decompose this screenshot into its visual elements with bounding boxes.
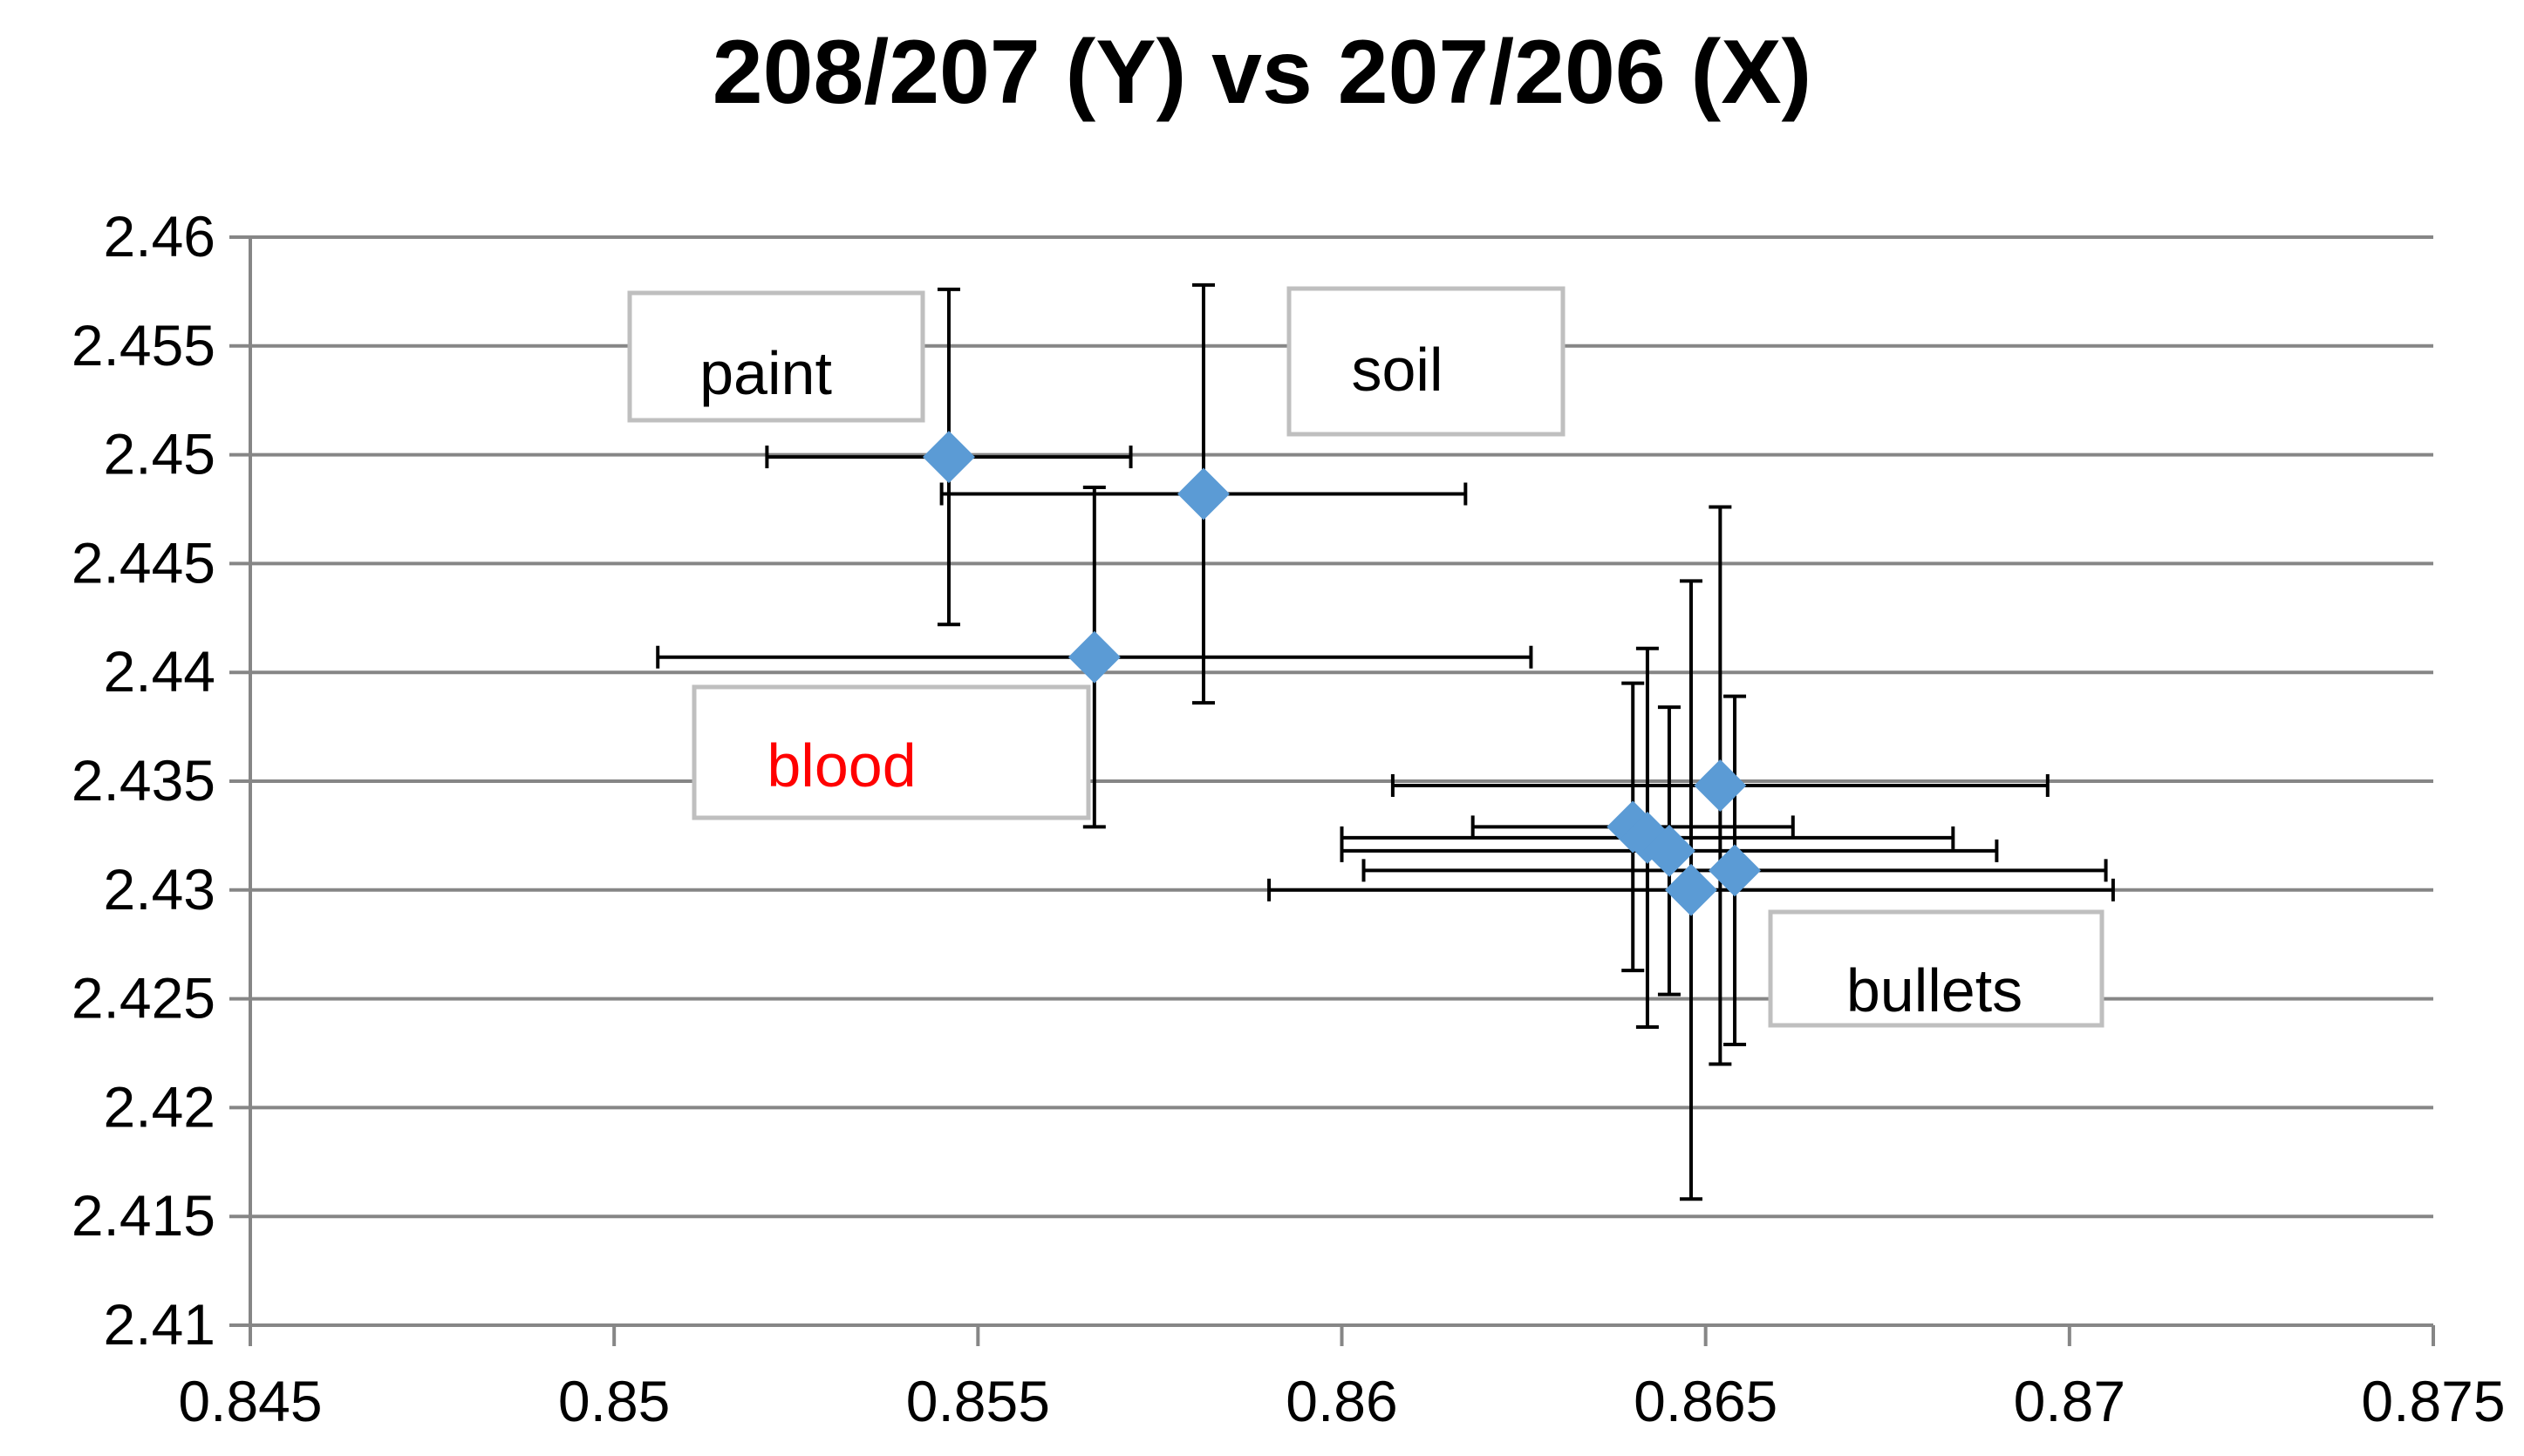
- x-tick-label: 0.86: [1286, 1369, 1397, 1433]
- data-point-diamond: [1177, 467, 1230, 520]
- y-tick-label: 2.42: [104, 1074, 215, 1139]
- y-tick-label: 2.435: [72, 748, 215, 813]
- annotation-paint: paint: [627, 290, 925, 423]
- data-point-diamond: [1664, 863, 1717, 916]
- data-point-diamond: [1642, 824, 1695, 877]
- data-point-diamond: [922, 431, 975, 484]
- data-point-diamond: [1709, 844, 1762, 897]
- annotation-bullets-label: bullets: [1846, 956, 2023, 1024]
- x-tick-label: 0.85: [558, 1369, 670, 1433]
- y-tick-label: 2.455: [72, 313, 215, 378]
- y-tick-label: 2.43: [104, 857, 215, 922]
- annotation-soil-label: soil: [1351, 336, 1443, 404]
- x-tick-label: 0.865: [1634, 1369, 1777, 1433]
- y-tick-label: 2.45: [104, 422, 215, 486]
- data-point-diamond: [1694, 759, 1747, 812]
- y-tick-label: 2.415: [72, 1183, 215, 1248]
- chart-title: 208/207 (Y) vs 207/206 (X): [713, 22, 1811, 123]
- y-tick-labels: 2.46 2.455 2.45 2.445 2.44 2.435 2.43 2.425 2.42…: [72, 204, 215, 1357]
- annotation-blood-label: blood: [767, 731, 916, 799]
- annotation-blood: blood: [692, 684, 1091, 820]
- annotation-bullets: bullets: [1768, 909, 2104, 1028]
- x-tick-label: 0.875: [2361, 1369, 2505, 1433]
- x-tick-labels: 0.845 0.85 0.855 0.86 0.865 0.87 0.875: [178, 1369, 2505, 1433]
- data-point-diamond: [1068, 630, 1121, 684]
- y-tick-label: 2.46: [104, 204, 215, 269]
- y-tick-label: 2.44: [104, 639, 215, 704]
- data-points: [922, 431, 1762, 916]
- axes: [229, 235, 2435, 1346]
- y-tick-label: 2.41: [104, 1292, 215, 1357]
- y-tick-label: 2.425: [72, 966, 215, 1031]
- y-tick-label: 2.445: [72, 530, 215, 595]
- x-tick-label: 0.87: [2014, 1369, 2125, 1433]
- annotation-soil: soil: [1286, 286, 1566, 437]
- annotation-paint-label: paint: [699, 339, 832, 407]
- x-tick-label: 0.855: [906, 1369, 1050, 1433]
- x-tick-label: 0.845: [178, 1369, 322, 1433]
